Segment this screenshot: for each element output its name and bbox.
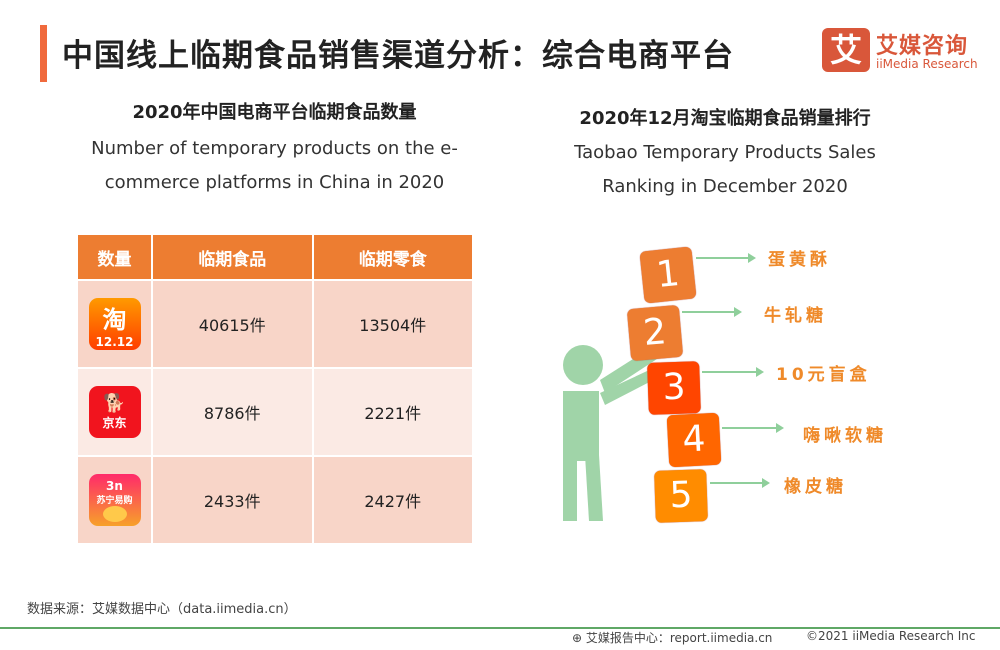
logo-en-text: iiMedia Research — [876, 57, 978, 71]
right-subtitle-line2: Ranking in December 2020 — [602, 176, 848, 197]
right-subtitle: Taobao Temporary Products Sales Ranking … — [530, 136, 920, 204]
data-source: 数据来源：艾媒数据中心（data.iimedia.cn） — [27, 602, 297, 617]
table-row: 🐕 京东 8786件 2221件 — [78, 369, 472, 455]
right-subtitle-line1: Taobao Temporary Products Sales — [574, 142, 876, 163]
suning-logo: 3n 苏宁易购 — [88, 474, 141, 526]
arrow-icon — [696, 253, 756, 263]
left-subtitle: Number of temporary products on the e- c… — [78, 132, 471, 200]
rank-block-4: 4 — [666, 412, 722, 468]
snack-count: 2221件 — [313, 369, 472, 455]
right-title: 2020年12月淘宝临期食品销量排行 — [579, 108, 871, 129]
table-row: 淘 12.12 40615件 13504件 — [78, 281, 472, 367]
food-count: 8786件 — [153, 369, 312, 455]
copyright: ©2021 iiMedia Research Inc — [806, 629, 976, 643]
report-link[interactable]: 艾媒报告中心：report.iimedia.cn — [585, 631, 773, 645]
header-snack: 临期零食 — [313, 235, 472, 279]
rank-label-2: 牛轧糖 — [764, 306, 827, 326]
platform-table: 数量 临期食品 临期零食 淘 12.12 40615件 13504件 🐕 京东 87… — [76, 233, 474, 545]
logo-cn-text: 艾媒咨询 — [876, 34, 969, 59]
arrow-icon — [682, 307, 742, 317]
title-accent-bar — [40, 25, 47, 82]
snack-count: 13504件 — [313, 281, 472, 367]
left-title: 2020年中国电商平台临期食品数量 — [132, 102, 417, 123]
arrow-icon — [710, 478, 770, 488]
rank-block-2: 2 — [626, 304, 684, 362]
left-subtitle-line2: commerce platforms in China in 2020 — [104, 172, 445, 193]
left-subtitle-line1: Number of temporary products on the e- — [91, 138, 458, 159]
food-count: 40615件 — [153, 281, 312, 367]
arrow-icon — [702, 367, 764, 377]
arrow-icon — [722, 423, 784, 433]
report-center: ⊕ 艾媒报告中心：report.iimedia.cn — [572, 629, 772, 646]
jd-logo: 🐕 京东 — [88, 386, 141, 438]
rank-label-4: 嗨啾软糖 — [803, 426, 887, 446]
rank-block-5: 5 — [654, 469, 708, 523]
rank-label-3: 10元盲盒 — [776, 365, 871, 385]
page-title: 中国线上临期食品销售渠道分析：综合电商平台 — [62, 38, 734, 74]
food-count: 2433件 — [153, 457, 312, 543]
iimedia-logo-mark: 艾 — [822, 28, 870, 72]
rank-block-3: 3 — [647, 361, 701, 415]
header-quantity: 数量 — [78, 235, 151, 279]
rank-block-1: 1 — [639, 246, 697, 304]
globe-icon: ⊕ — [572, 631, 586, 645]
rank-label-1: 蛋黄酥 — [768, 250, 831, 270]
table-row: 3n 苏宁易购 2433件 2427件 — [78, 457, 472, 543]
rank-label-5: 橡皮糖 — [784, 477, 847, 497]
header-food: 临期食品 — [153, 235, 312, 279]
taobao-logo: 淘 12.12 — [88, 298, 141, 350]
footer-divider — [0, 627, 1000, 629]
table-header: 数量 临期食品 临期零食 — [78, 235, 472, 279]
snack-count: 2427件 — [313, 457, 472, 543]
